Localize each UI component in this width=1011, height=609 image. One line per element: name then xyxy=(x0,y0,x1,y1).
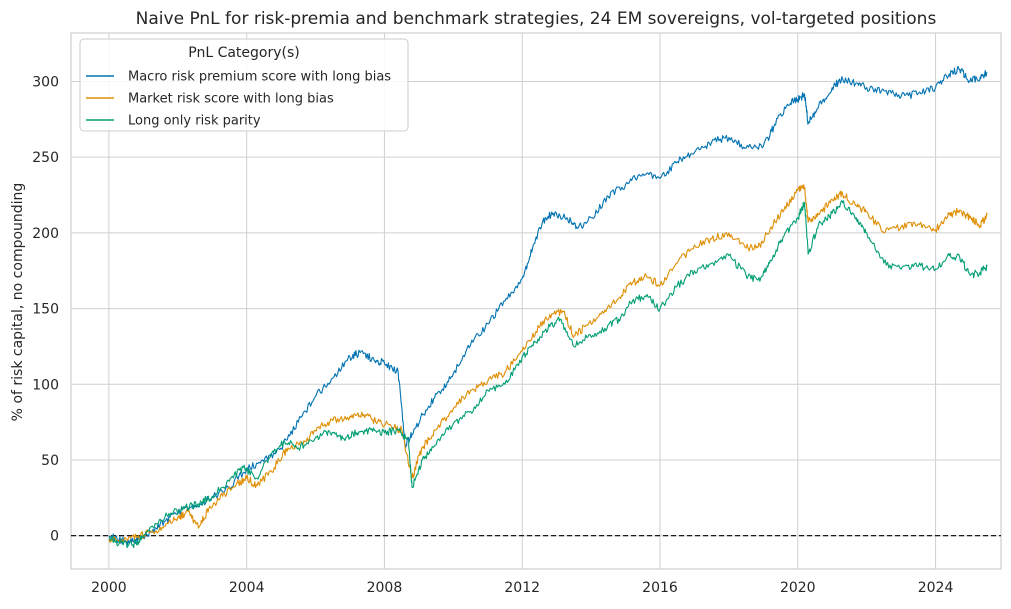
y-tick-label: 100 xyxy=(32,377,59,393)
x-tick-label: 2020 xyxy=(780,580,816,596)
legend-label: Long only risk parity xyxy=(128,114,261,129)
y-tick-label: 0 xyxy=(50,529,59,545)
x-tick-label: 2012 xyxy=(504,580,540,596)
legend-entries: Macro risk premium score with long bias M… xyxy=(86,70,391,129)
legend-box xyxy=(79,38,409,132)
y-tick-label: 50 xyxy=(41,453,59,469)
x-tick-label: 2016 xyxy=(642,580,678,596)
legend-title: PnL Category(s) xyxy=(188,45,300,61)
legend-label: Macro risk premium score with long bias xyxy=(128,70,391,85)
y-tick-label: 200 xyxy=(32,226,59,242)
series-line-macro-risk-premium-score-with-long-bias xyxy=(108,66,988,546)
y-axis-label: % of risk capital, no compounding xyxy=(10,183,26,422)
y-axis-ticks: 0 50 100 150 200 250 300 xyxy=(32,74,59,544)
plot-frame xyxy=(70,32,1002,570)
plot-area-border xyxy=(70,32,1002,570)
legend-label: Market risk score with long bias xyxy=(128,92,334,107)
y-tick-label: 300 xyxy=(32,74,59,90)
series-line-market-risk-score-with-long-bias xyxy=(108,184,988,544)
x-tick-label: 2000 xyxy=(91,580,127,596)
legend: PnL Category(s) Macro risk premium score… xyxy=(79,38,409,132)
y-tick-label: 250 xyxy=(32,150,59,166)
x-axis-ticks: 2000 2004 2008 2012 2016 2020 2024 xyxy=(91,580,953,596)
series-lines xyxy=(108,66,988,549)
x-tick-label: 2004 xyxy=(229,580,265,596)
x-tick-label: 2008 xyxy=(367,580,403,596)
series-line-long-only-risk-parity xyxy=(108,200,988,549)
y-tick-label: 150 xyxy=(32,302,59,318)
x-tick-label: 2024 xyxy=(918,580,954,596)
chart-title: Naive PnL for risk-premia and benchmark … xyxy=(136,9,937,29)
